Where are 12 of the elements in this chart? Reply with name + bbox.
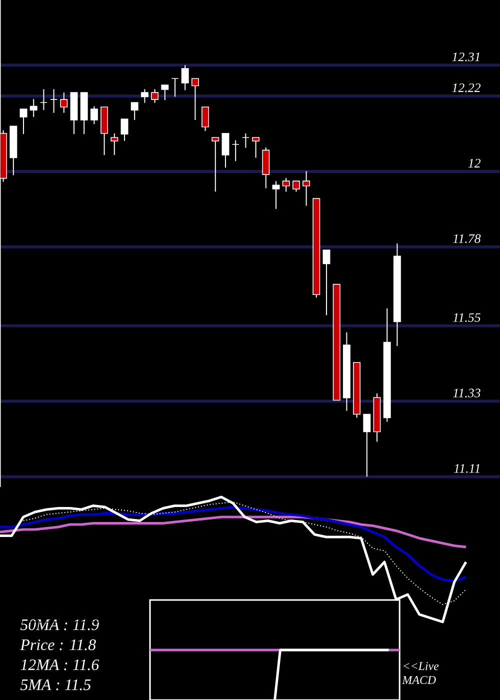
y-tick-label: 11.33: [453, 388, 480, 398]
text: Price : 11.8: [20, 639, 96, 650]
text: 5MA : 11.5: [20, 679, 91, 690]
annotation: 50MA : 11.9: [20, 619, 99, 630]
y-tick-label: 11.11: [454, 464, 480, 473]
y-tick-label: 11.78: [453, 234, 481, 244]
text: 12MA : 11.6: [20, 659, 100, 670]
text: <<Live MACD: [402, 662, 439, 684]
y-tick-label: 12.31: [452, 52, 480, 62]
y-tick-label: 11.55: [453, 313, 480, 322]
y-tick-label: 12.22: [452, 83, 481, 92]
y-tick-label: 12: [468, 158, 481, 168]
